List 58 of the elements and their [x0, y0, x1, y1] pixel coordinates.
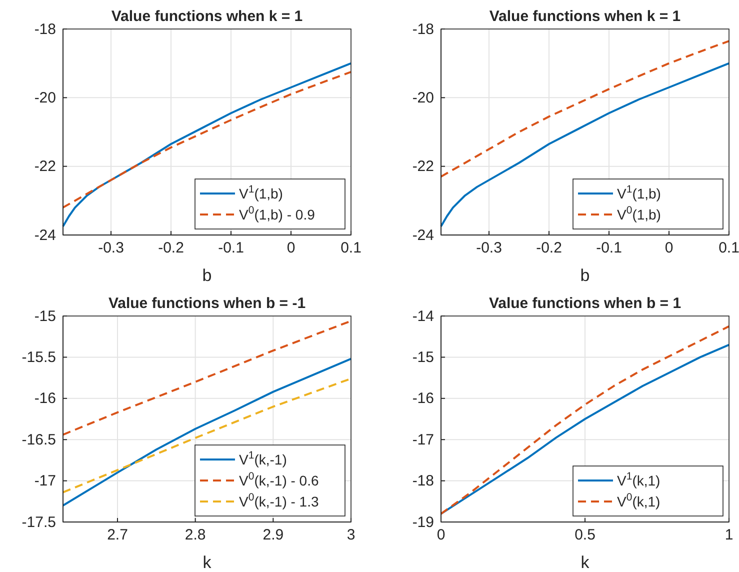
x-tick-label: 0.1 — [340, 240, 362, 257]
line-series — [62, 62, 352, 228]
x-tick-label: 2.7 — [107, 526, 128, 544]
y-tick-label: -22 — [34, 158, 56, 176]
y-tick-label: -20 — [412, 89, 434, 106]
x-tick-label: -0.2 — [158, 240, 184, 257]
x-axis-title: b — [580, 266, 590, 285]
y-tick-label: -17.5 — [22, 514, 56, 531]
legend-label: V$^{0}$(k,-1) - 0.6 — [239, 470, 319, 488]
x-axis-title: k — [202, 553, 212, 572]
legend-label: V$^{1}$(k,1) — [617, 470, 660, 488]
y-tick-label: -15 — [412, 349, 434, 366]
x-tick-label: -0.1 — [218, 240, 244, 257]
y-tick-label: -16 — [34, 390, 56, 408]
x-tick-label: -0.1 — [596, 240, 622, 257]
line-series — [440, 62, 730, 228]
x-tick-label: -0.2 — [536, 240, 562, 257]
y-tick-label: -19 — [412, 514, 434, 531]
y-tick-label: -14 — [412, 308, 434, 325]
x-tick-label: 2.8 — [184, 526, 206, 544]
x-tick-label: 0 — [436, 526, 446, 544]
y-tick-label: -22 — [412, 158, 434, 176]
y-tick-label: -24 — [412, 226, 434, 244]
line-series — [440, 40, 730, 178]
x-axis-title: b — [202, 266, 212, 285]
y-tick-label: -17 — [412, 431, 434, 448]
x-tick-label: 0 — [664, 240, 674, 257]
x-tick-label: 0.5 — [574, 526, 596, 544]
y-tick-label: -18 — [412, 472, 434, 490]
legend-label: V$^{0}$(k,-1) - 1.3 — [239, 492, 319, 510]
legend-label: V$^{0}$(k,1) — [617, 492, 660, 510]
x-tick-label: -0.3 — [98, 240, 124, 257]
y-tick-label: -18 — [412, 20, 434, 38]
y-tick-label: -16 — [412, 390, 434, 408]
legend-label: V$^{1}$(1,b) — [239, 184, 283, 202]
x-tick-label: 3 — [346, 526, 356, 544]
chart-title: Value functions when k = 1 — [489, 8, 681, 25]
x-tick-label: -0.3 — [476, 240, 502, 257]
x-tick-label: 0 — [286, 240, 296, 257]
legend-label: V$^{0}$(1,b) — [617, 204, 661, 222]
line-series — [62, 320, 352, 436]
legend-label: V$^{1}$(k,-1) — [239, 450, 287, 468]
chart-title: Value functions when b = -1 — [108, 295, 306, 312]
x-tick-label: 1 — [724, 526, 734, 544]
chart-title: Value functions when b = 1 — [488, 295, 682, 312]
y-tick-label: -18 — [34, 20, 56, 38]
legend-label: V$^{1}$(1,b) — [617, 184, 661, 202]
y-tick-label: -16.5 — [22, 431, 56, 448]
x-axis-title: k — [580, 553, 590, 572]
x-tick-label: 0.1 — [718, 240, 739, 257]
y-tick-label: -20 — [34, 89, 56, 106]
x-tick-label: 2.9 — [262, 526, 284, 544]
legend-label: V$^{0}$(1,b) - 0.9 — [239, 204, 316, 222]
y-tick-label: -15.5 — [22, 349, 56, 366]
y-tick-label: -24 — [34, 226, 56, 244]
chart-title: Value functions when k = 1 — [111, 8, 303, 25]
y-tick-label: -15 — [34, 308, 56, 325]
y-tick-label: -17 — [34, 472, 56, 490]
